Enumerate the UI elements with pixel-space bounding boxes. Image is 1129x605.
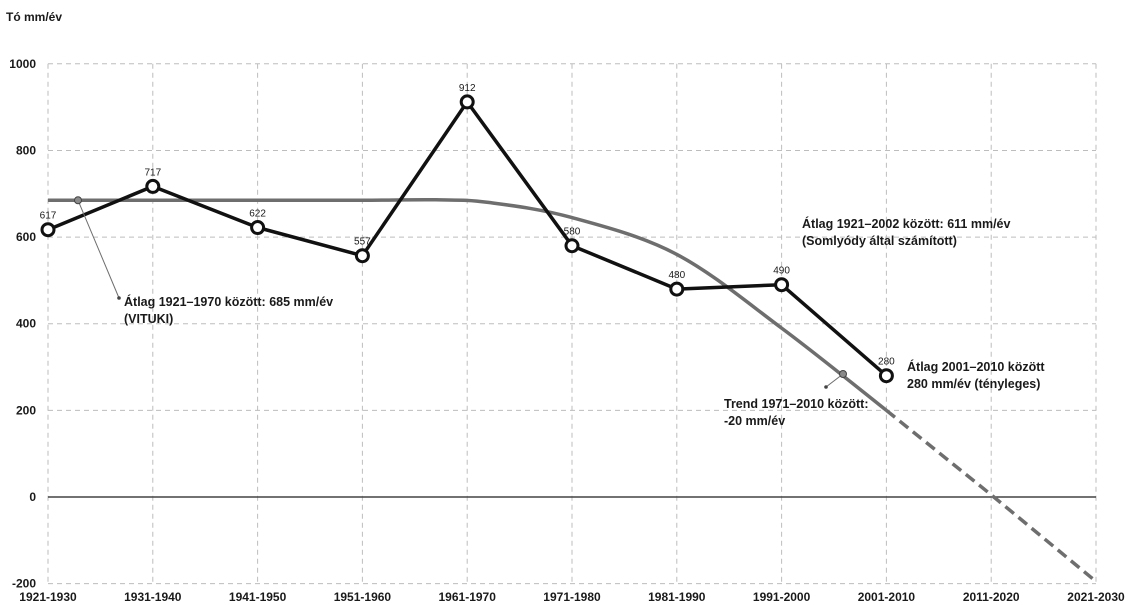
data-label: 557	[354, 237, 371, 248]
x-tick-label: 2001-2010	[858, 590, 916, 604]
annotation-4-line-2: -20 mm/év	[724, 414, 785, 428]
x-tick-label: 1961-1970	[439, 590, 497, 604]
annotation-1-line-2: (VITUKI)	[124, 312, 173, 326]
x-tick-label: 1971-1980	[543, 590, 601, 604]
series-point	[878, 368, 894, 384]
y-tick-label: 200	[16, 403, 36, 417]
data-label: 280	[878, 357, 895, 368]
series-point	[774, 277, 790, 293]
x-tick-label: 2011-2020	[963, 590, 1020, 604]
x-tick-label: 1921-1930	[19, 590, 77, 604]
annotation-layer	[74, 196, 847, 389]
data-label: 617	[40, 211, 57, 222]
y-tick-label: 600	[16, 230, 36, 244]
data-label: 912	[459, 83, 476, 94]
data-label: 480	[668, 270, 685, 281]
y-tick-label: 0	[29, 490, 36, 504]
series-point	[145, 178, 161, 194]
trend-line	[48, 197, 888, 412]
axis-layer: 1921-1930 1931-1940 1941-1950 1951-1960 1961…	[9, 57, 1125, 604]
annotation-1-leader	[77, 200, 120, 299]
annotation-1-line-1: Átlag 1921–1970 között: 685 mm/év	[124, 294, 333, 309]
data-label: 490	[773, 266, 790, 277]
annotation-4-leader-end	[824, 385, 828, 389]
y-tick-label: 1000	[9, 57, 36, 71]
trend-projection-line	[885, 409, 1098, 583]
annotation-3-line-1: Átlag 2001–2010 között	[907, 359, 1045, 374]
x-tick-label: 1931-1940	[124, 590, 182, 604]
x-tick-label: 2021-2030	[1067, 590, 1125, 604]
annotation-2-line-2: (Somlyódy által számított)	[802, 234, 957, 248]
y-tick-label: 400	[16, 317, 36, 331]
y-tick-label: 800	[16, 143, 36, 157]
x-tick-label: 1941-1950	[229, 590, 287, 604]
series-point	[250, 220, 266, 236]
annotation-1-leader-end	[117, 296, 121, 300]
series-layer: 617 717 622 557 912 580 480 490 280	[40, 83, 895, 384]
y-tick-label: -200	[12, 577, 36, 591]
series-point	[564, 238, 580, 254]
x-tick-label: 1951-1960	[334, 590, 392, 604]
series-point	[669, 281, 685, 297]
trend-layer	[48, 197, 1098, 583]
y-axis-label: Tó mm/év	[6, 10, 62, 24]
annotation-1-marker	[74, 196, 82, 205]
grid-layer	[47, 63, 1097, 585]
annotation-3-line-2: 280 mm/év (tényleges)	[907, 377, 1040, 391]
data-label: 717	[144, 167, 161, 178]
series-point	[354, 248, 370, 264]
annotation-4-marker	[839, 370, 847, 378]
annotation-2-line-1: Átlag 1921–2002 között: 611 mm/év	[802, 216, 1010, 231]
series-point	[459, 94, 475, 110]
data-label: 580	[564, 227, 581, 238]
x-tick-label: 1991-2000	[753, 590, 811, 604]
series-point	[40, 222, 56, 238]
annotation-4-line-1: Trend 1971–2010 között:	[724, 397, 869, 411]
x-tick-label: 1981-1990	[648, 590, 706, 604]
data-label: 622	[249, 209, 266, 220]
